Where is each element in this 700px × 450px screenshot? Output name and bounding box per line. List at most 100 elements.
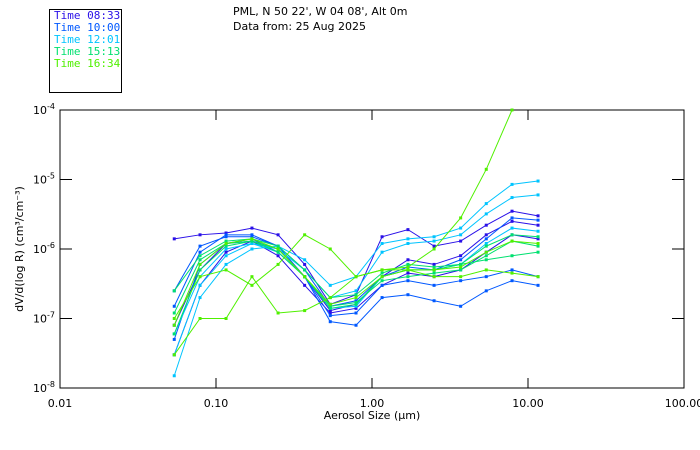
data-point: [224, 244, 228, 248]
series-path: [173, 240, 539, 335]
data-point: [459, 258, 463, 262]
series-path: [173, 109, 513, 356]
data-point: [172, 332, 176, 336]
data-point: [328, 306, 332, 310]
data-point: [354, 311, 358, 315]
chart-title: PML, N 50 22', W 04 08', Alt 0m Data fro…: [233, 4, 407, 34]
plot-frame: [59, 109, 685, 389]
data-point: [276, 247, 280, 251]
data-point: [172, 374, 176, 378]
data-point: [536, 235, 540, 239]
data-point: [328, 314, 332, 318]
y-tick-label: 10-4: [33, 102, 55, 117]
data-point: [224, 317, 228, 320]
data-point: [380, 268, 384, 272]
data-point: [303, 262, 307, 266]
data-point: [510, 268, 514, 272]
legend: Time 08:33 Time 10:00 Time 12:01 Time 15…: [49, 9, 122, 93]
data-point: [198, 283, 202, 287]
data-point: [432, 235, 436, 239]
data-point: [250, 241, 254, 245]
legend-item-1201: Time 12:01: [54, 33, 121, 46]
series-path: [173, 180, 539, 376]
data-point: [172, 304, 176, 308]
data-point: [484, 167, 488, 171]
y-tick-label: 10-7: [33, 311, 55, 326]
data-point: [432, 262, 436, 266]
data-point: [432, 239, 436, 243]
data-point: [406, 268, 410, 272]
data-point: [224, 262, 228, 266]
data-point: [276, 250, 280, 254]
data-point: [303, 283, 307, 287]
data-point: [432, 299, 436, 303]
data-point: [354, 293, 358, 297]
data-point: [406, 279, 410, 283]
data-point: [406, 258, 410, 262]
data-point: [172, 323, 176, 327]
data-point: [328, 302, 332, 306]
data-point: [459, 265, 463, 269]
x-tick-label: 100.00: [665, 397, 700, 410]
data-point: [536, 223, 540, 227]
data-point: [380, 296, 384, 300]
data-point: [354, 304, 358, 308]
data-point: [484, 244, 488, 248]
data-point: [406, 262, 410, 266]
data-point: [459, 304, 463, 308]
data-point: [328, 247, 332, 251]
data-point: [198, 262, 202, 266]
data-point: [303, 258, 307, 262]
y-tick-label: 10-6: [33, 241, 55, 256]
legend-item-0833: Time 08:33: [54, 9, 121, 22]
data-point: [172, 337, 176, 341]
data-point: [406, 275, 410, 279]
data-point: [406, 293, 410, 297]
data-point: [354, 300, 358, 304]
data-point: [328, 304, 332, 308]
data-point: [459, 226, 463, 230]
data-point: [484, 212, 488, 216]
data-point: [198, 317, 202, 320]
x-tick-label: 0.10: [204, 397, 229, 410]
data-point: [250, 233, 254, 237]
data-point: [172, 353, 176, 357]
data-point: [303, 233, 307, 237]
series-path: [173, 194, 539, 356]
data-point: [484, 233, 488, 237]
data-point: [432, 265, 436, 269]
data-point: [510, 271, 514, 275]
data-point: [354, 275, 358, 279]
data-point: [484, 268, 488, 272]
data-point: [432, 247, 436, 251]
data-point: [406, 265, 410, 269]
data-point: [510, 254, 514, 258]
data-point: [459, 268, 463, 272]
data-point: [484, 254, 488, 258]
data-point: [432, 244, 436, 248]
data-point: [354, 299, 358, 303]
data-point: [354, 296, 358, 300]
data-point: [328, 311, 332, 315]
date-line: Data from: 25 Aug 2025: [233, 20, 367, 33]
data-point: [303, 275, 307, 279]
data-point: [172, 237, 176, 241]
data-point: [459, 239, 463, 243]
data-point: [224, 239, 228, 243]
data-point: [303, 309, 307, 313]
data-point: [510, 182, 514, 186]
data-point: [459, 233, 463, 237]
data-point: [510, 108, 514, 112]
data-point: [536, 241, 540, 245]
data-point: [459, 279, 463, 283]
data-point: [224, 235, 228, 239]
series-line-13: [172, 233, 540, 320]
x-tick-label: 1.00: [360, 397, 385, 410]
data-point: [459, 216, 463, 220]
data-point: [380, 235, 384, 239]
data-point: [432, 271, 436, 275]
data-point: [380, 275, 384, 279]
data-point: [198, 275, 202, 279]
data-point: [328, 320, 332, 324]
data-point: [303, 268, 307, 272]
